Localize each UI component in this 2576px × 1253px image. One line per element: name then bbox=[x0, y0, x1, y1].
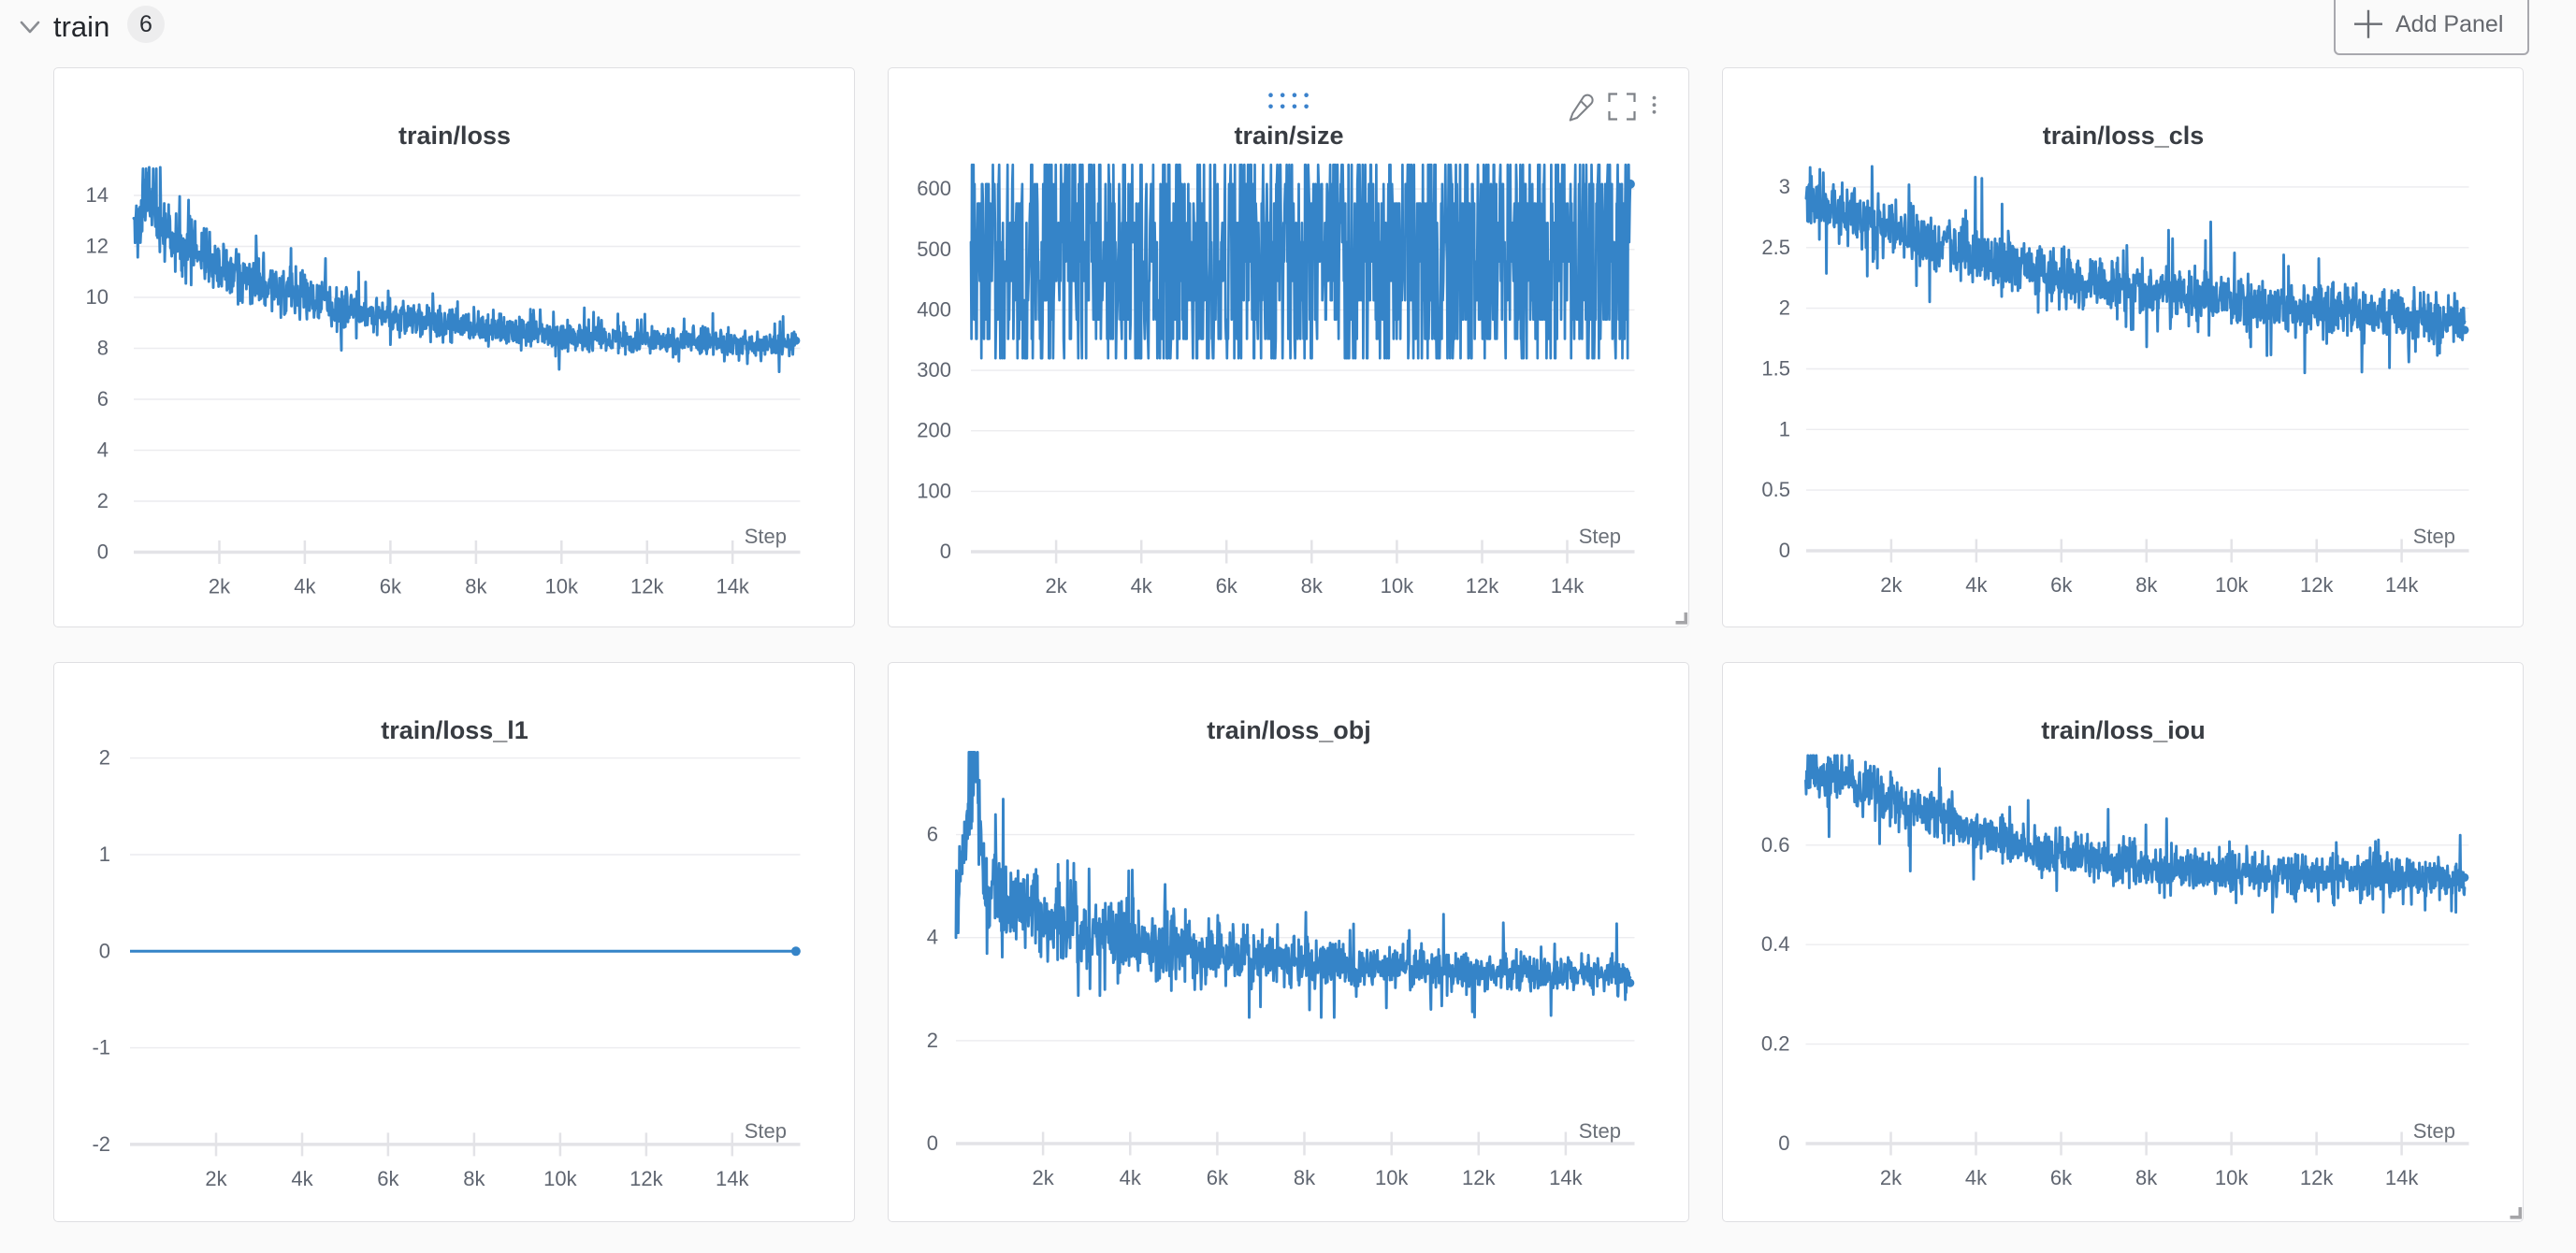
svg-text:train/loss_cls: train/loss_cls bbox=[2043, 122, 2205, 150]
svg-text:8k: 8k bbox=[1294, 1166, 1316, 1189]
svg-text:train/loss: train/loss bbox=[398, 122, 511, 150]
svg-text:12k: 12k bbox=[2300, 1166, 2334, 1189]
svg-text:8: 8 bbox=[97, 337, 109, 360]
svg-text:14k: 14k bbox=[2385, 1166, 2419, 1189]
svg-text:200: 200 bbox=[917, 419, 951, 442]
svg-text:10k: 10k bbox=[543, 1167, 577, 1190]
svg-text:300: 300 bbox=[917, 358, 951, 382]
svg-text:12k: 12k bbox=[630, 575, 664, 598]
svg-text:0.2: 0.2 bbox=[1761, 1032, 1790, 1056]
svg-text:12k: 12k bbox=[2300, 573, 2334, 597]
svg-text:100: 100 bbox=[917, 479, 951, 502]
svg-text:Step: Step bbox=[2413, 1119, 2455, 1143]
svg-text:4: 4 bbox=[927, 926, 938, 949]
svg-text:0: 0 bbox=[1778, 1131, 1789, 1155]
svg-text:0.6: 0.6 bbox=[1761, 833, 1790, 857]
svg-text:Step: Step bbox=[1579, 525, 1621, 548]
svg-text:8k: 8k bbox=[2135, 1166, 2158, 1189]
svg-text:10k: 10k bbox=[545, 575, 579, 598]
svg-text:8k: 8k bbox=[2135, 573, 2158, 597]
svg-text:2k: 2k bbox=[209, 575, 231, 598]
svg-text:2k: 2k bbox=[1045, 574, 1067, 598]
svg-text:Step: Step bbox=[745, 525, 787, 548]
svg-text:4k: 4k bbox=[294, 575, 316, 598]
svg-text:12k: 12k bbox=[1466, 574, 1499, 598]
svg-text:1: 1 bbox=[1779, 417, 1790, 440]
svg-text:2: 2 bbox=[97, 489, 109, 512]
svg-text:6k: 6k bbox=[1207, 1166, 1229, 1189]
svg-text:6k: 6k bbox=[377, 1167, 399, 1190]
svg-text:0: 0 bbox=[927, 1131, 938, 1155]
svg-text:3: 3 bbox=[1779, 175, 1790, 198]
svg-text:6k: 6k bbox=[380, 575, 402, 598]
svg-text:12k: 12k bbox=[630, 1167, 663, 1190]
svg-text:1: 1 bbox=[99, 843, 110, 866]
svg-text:Step: Step bbox=[1579, 1119, 1621, 1143]
svg-text:14k: 14k bbox=[716, 575, 749, 598]
svg-text:8k: 8k bbox=[465, 575, 487, 598]
svg-text:0: 0 bbox=[1779, 539, 1790, 562]
svg-text:0: 0 bbox=[940, 540, 951, 563]
svg-text:0: 0 bbox=[99, 939, 110, 962]
svg-text:Step: Step bbox=[2413, 525, 2455, 548]
svg-text:400: 400 bbox=[917, 297, 951, 321]
svg-text:10: 10 bbox=[86, 285, 109, 309]
svg-text:10k: 10k bbox=[2215, 573, 2249, 597]
svg-text:14k: 14k bbox=[716, 1167, 749, 1190]
svg-text:10k: 10k bbox=[1375, 1166, 1409, 1189]
svg-text:4: 4 bbox=[97, 439, 109, 462]
svg-text:4k: 4k bbox=[1131, 574, 1153, 598]
svg-text:-2: -2 bbox=[92, 1132, 110, 1156]
svg-text:0: 0 bbox=[97, 540, 109, 564]
svg-text:6k: 6k bbox=[2050, 573, 2073, 597]
svg-text:train/size: train/size bbox=[1234, 122, 1343, 150]
svg-text:6: 6 bbox=[927, 823, 938, 846]
svg-text:train/loss_iou: train/loss_iou bbox=[2041, 716, 2206, 744]
svg-text:14: 14 bbox=[86, 183, 109, 207]
svg-text:6: 6 bbox=[97, 387, 109, 410]
svg-text:12: 12 bbox=[86, 235, 109, 258]
svg-text:4k: 4k bbox=[291, 1167, 313, 1190]
svg-text:2k: 2k bbox=[1032, 1166, 1054, 1189]
svg-text:10k: 10k bbox=[2215, 1166, 2249, 1189]
svg-text:8k: 8k bbox=[463, 1167, 485, 1190]
svg-text:Step: Step bbox=[745, 1119, 787, 1143]
svg-text:4k: 4k bbox=[1965, 1166, 1988, 1189]
svg-text:2.5: 2.5 bbox=[1761, 236, 1790, 259]
svg-text:4k: 4k bbox=[1965, 573, 1988, 597]
svg-text:8k: 8k bbox=[1301, 574, 1324, 598]
svg-text:2k: 2k bbox=[1880, 573, 1903, 597]
svg-text:2: 2 bbox=[927, 1029, 938, 1052]
svg-text:train/loss_obj: train/loss_obj bbox=[1207, 716, 1371, 744]
svg-text:2: 2 bbox=[99, 746, 110, 770]
svg-text:14k: 14k bbox=[1551, 574, 1585, 598]
svg-text:14k: 14k bbox=[1549, 1166, 1583, 1189]
svg-text:6k: 6k bbox=[2050, 1166, 2073, 1189]
svg-text:10k: 10k bbox=[1381, 574, 1414, 598]
svg-text:2k: 2k bbox=[1880, 1166, 1903, 1189]
svg-text:2: 2 bbox=[1779, 296, 1790, 320]
svg-text:2k: 2k bbox=[205, 1167, 227, 1190]
svg-text:4k: 4k bbox=[1120, 1166, 1142, 1189]
svg-text:6k: 6k bbox=[1216, 574, 1238, 598]
svg-text:-1: -1 bbox=[92, 1036, 110, 1059]
svg-text:600: 600 bbox=[917, 177, 951, 200]
svg-text:500: 500 bbox=[917, 238, 951, 261]
svg-text:train/loss_l1: train/loss_l1 bbox=[381, 716, 528, 744]
svg-text:12k: 12k bbox=[1462, 1166, 1496, 1189]
svg-text:0.4: 0.4 bbox=[1761, 932, 1790, 956]
svg-text:1.5: 1.5 bbox=[1761, 357, 1790, 381]
svg-text:14k: 14k bbox=[2385, 573, 2419, 597]
svg-text:0.5: 0.5 bbox=[1761, 478, 1790, 501]
